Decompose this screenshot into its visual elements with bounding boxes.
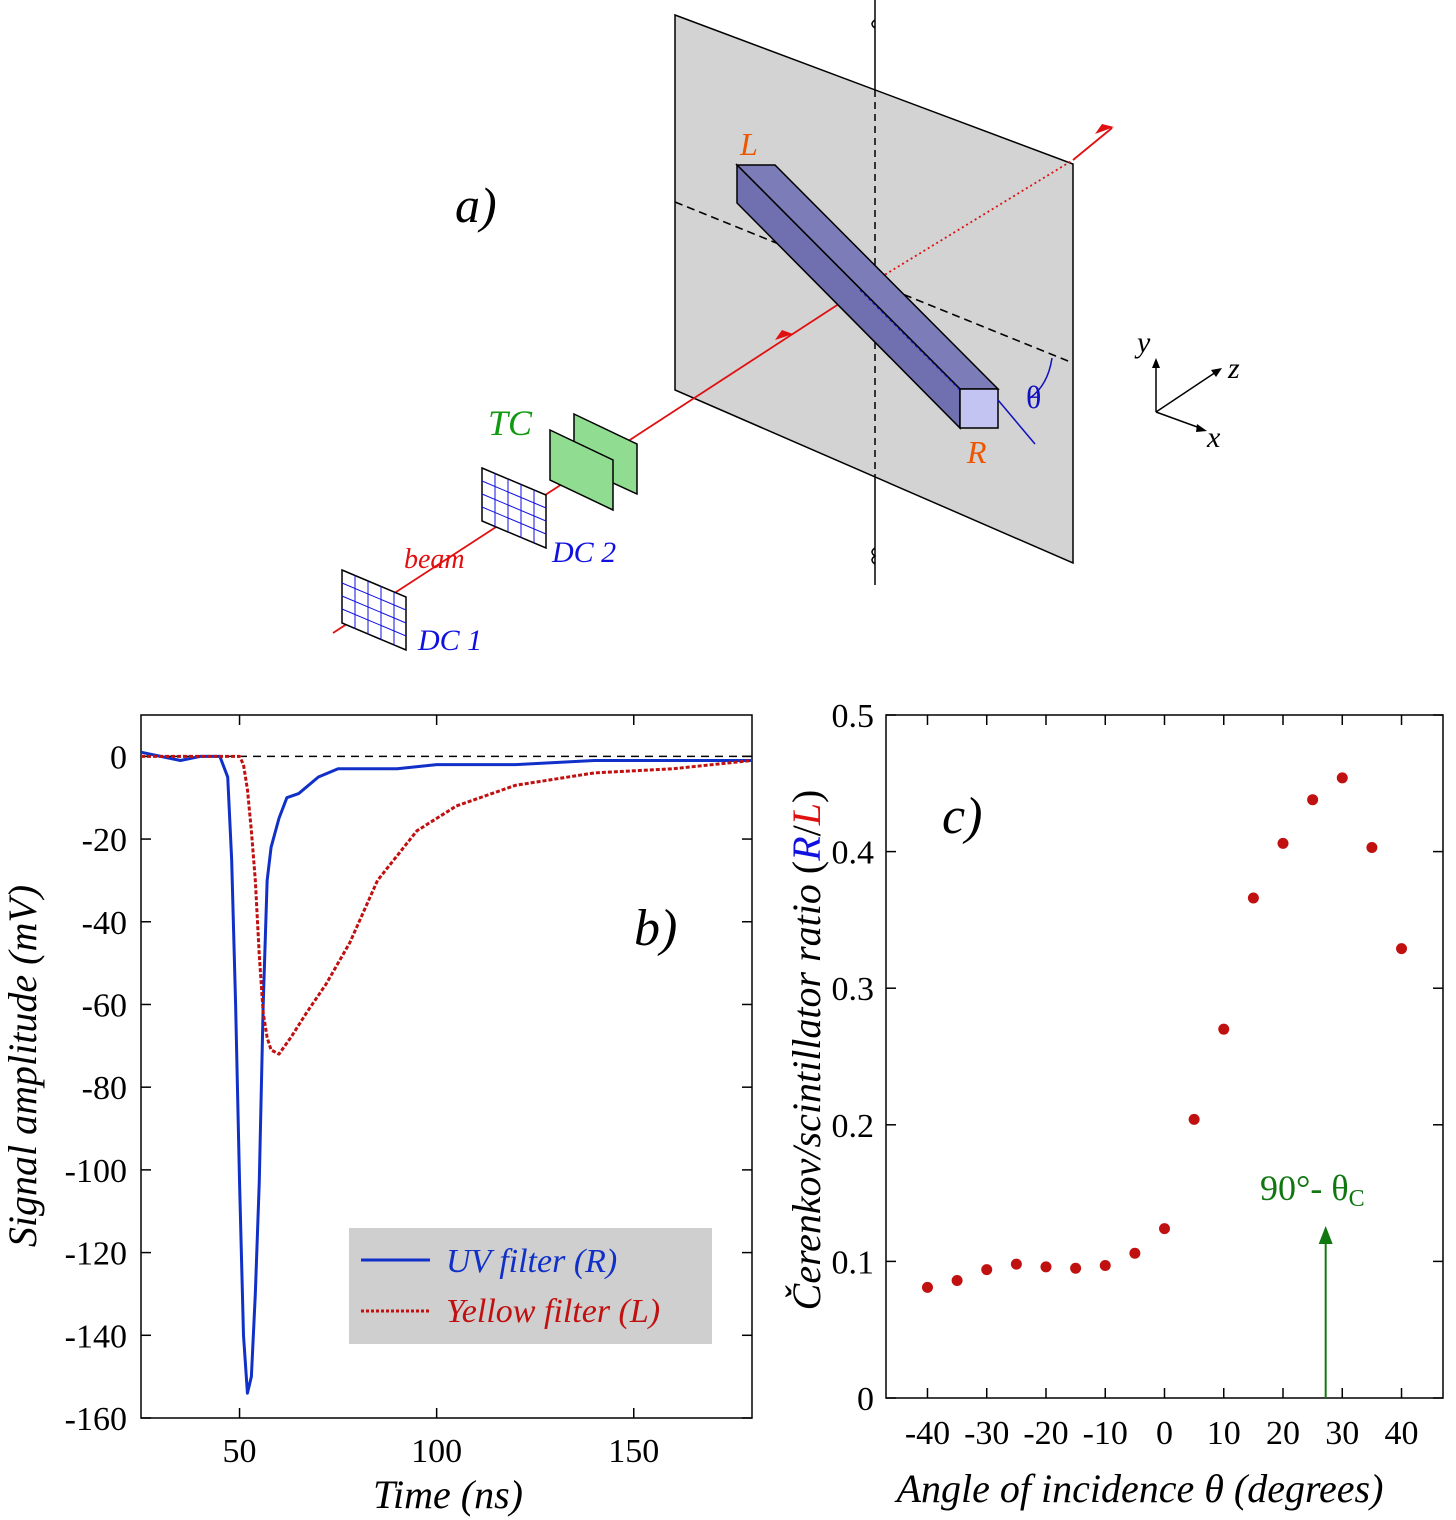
b-xtick-label: 50 — [223, 1433, 257, 1470]
b-xlabel: Time (ns) — [373, 1472, 523, 1517]
b-ytick-label: -20 — [82, 822, 127, 859]
bar-end-face-R — [959, 388, 999, 429]
axis-label-z: z — [1227, 352, 1240, 385]
c-xtick-label: 30 — [1325, 1415, 1359, 1452]
data-point — [921, 1281, 933, 1293]
axis-clip-top — [871, 19, 876, 29]
axis-label-y: y — [1134, 326, 1151, 359]
data-point — [1218, 1023, 1230, 1035]
axis-clip-bottom — [871, 547, 877, 565]
data-point — [1010, 1258, 1022, 1270]
c-yticks: 0 0.1 0.2 0.3 0.4 0.5 — [832, 698, 1443, 1418]
data-point — [951, 1275, 963, 1287]
c-xtick-label: -40 — [905, 1415, 950, 1452]
beam-line-behind — [867, 159, 1074, 286]
label-TC: TC — [488, 403, 533, 443]
beam-arrow-head-end — [1095, 124, 1114, 134]
panel-c-label: c) — [942, 788, 982, 845]
c-ytick-label: 0.3 — [832, 971, 875, 1008]
c-xtick-label: 10 — [1207, 1415, 1241, 1452]
beam-line-exit — [1072, 127, 1113, 161]
data-point — [1129, 1247, 1141, 1259]
label-L: L — [739, 126, 758, 162]
b-xticks: 50 100 150 — [223, 715, 659, 1470]
c-xtick-label: -30 — [964, 1415, 1009, 1452]
data-point — [1336, 772, 1348, 784]
c-ytick-label: 0.2 — [832, 1108, 875, 1145]
data-point — [1099, 1259, 1111, 1271]
c-ytick-label: 0.5 — [832, 698, 875, 735]
b-ytick-label: -160 — [65, 1401, 127, 1438]
coordinate-axes — [1152, 358, 1222, 432]
c-xlabel: Angle of incidence θ (degrees) — [894, 1466, 1384, 1511]
b-series — [140, 750, 753, 1395]
data-point — [1277, 837, 1289, 849]
theta-arc — [1029, 357, 1053, 399]
c-xtick-label: -20 — [1023, 1415, 1068, 1452]
b-ylabel: Signal amplitude (mV) — [0, 885, 45, 1247]
label-DC2: DC 2 — [551, 536, 616, 569]
panel-a-label: a) — [455, 177, 497, 233]
data-point — [1040, 1261, 1052, 1273]
dc1-grid — [341, 568, 407, 652]
data-point — [981, 1264, 993, 1276]
label-R: R — [966, 434, 987, 470]
panel-c: 0 0.1 0.2 0.3 0.4 0.5 -40 -30 -20 -10 0 10 20 30 40 c… — [784, 698, 1444, 1511]
legend-b-box — [349, 1228, 712, 1344]
b-ytick-label: -60 — [82, 987, 127, 1024]
c-xtick-label: 0 — [1156, 1415, 1173, 1452]
annotation-label: 90°- θC — [1260, 1168, 1365, 1212]
c-xtick-label: -10 — [1083, 1415, 1128, 1452]
b-yticks: 0 -20 -40 -60 -80 -100 -120 -140 -160 — [65, 739, 752, 1438]
b-ytick-label: -100 — [65, 1153, 127, 1190]
c-xtick-label: 40 — [1385, 1415, 1419, 1452]
axis-label-x: x — [1206, 421, 1221, 454]
data-point — [1366, 842, 1378, 854]
b-xtick-label: 150 — [608, 1433, 659, 1470]
b-ytick-label: -140 — [65, 1318, 127, 1355]
panel-b-label: b) — [634, 900, 677, 957]
theta-line — [997, 399, 1036, 445]
b-ytick-label: 0 — [110, 739, 127, 776]
c-ytick-label: 0.4 — [832, 835, 875, 872]
label-DC1: DC 1 — [417, 624, 482, 657]
beam-arrow-head-mid — [775, 330, 793, 340]
panel-b: 0 -20 -40 -60 -80 -100 -120 -140 -160 50 100 150 U… — [0, 714, 753, 1517]
tc-plate-front — [549, 428, 614, 512]
b-ytick-label: -120 — [65, 1236, 127, 1273]
panel-a: θ L R TC DC 2 DC 1 — [332, 0, 1240, 657]
b-xtick-label: 100 — [411, 1433, 462, 1470]
c-xtick-label: 20 — [1266, 1415, 1300, 1452]
data-point — [1070, 1262, 1082, 1274]
annotation-arrow-head — [1318, 1226, 1333, 1244]
dc2-grid — [481, 466, 547, 550]
label-beam: beam — [404, 544, 465, 575]
legend-label-uv: UV filter (R) — [446, 1243, 617, 1280]
series-yellow-filter-line — [141, 754, 753, 1056]
c-xticks: -40 -30 -20 -10 0 10 20 30 40 — [905, 715, 1419, 1452]
plot-b-frame — [140, 714, 753, 1419]
data-point — [1159, 1223, 1170, 1235]
legend-label-yellow: Yellow filter (L) — [446, 1293, 660, 1330]
c-points — [921, 772, 1408, 1293]
data-point — [1188, 1113, 1200, 1125]
b-ytick-label: -80 — [82, 1070, 127, 1107]
data-point — [1396, 943, 1408, 955]
c-ytick-label: 0.1 — [832, 1244, 875, 1281]
c-ytick-label: 0 — [857, 1381, 874, 1418]
b-ytick-label: -40 — [82, 905, 127, 942]
data-point — [1307, 794, 1319, 806]
c-ylabel: Čerenkov/scintillator ratio (R/L) — [784, 790, 829, 1311]
data-point — [1247, 892, 1259, 904]
theta-label: θ — [1026, 379, 1041, 415]
